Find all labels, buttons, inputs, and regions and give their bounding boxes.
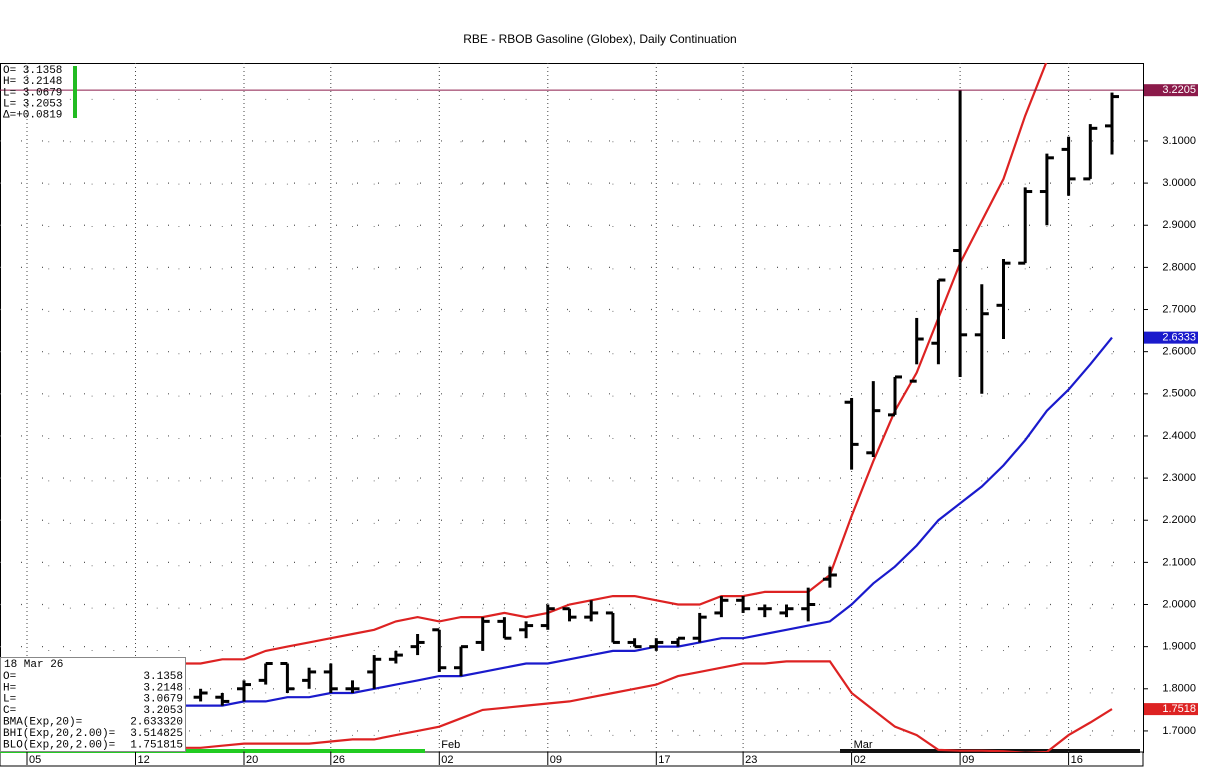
month-label: Feb — [441, 739, 460, 751]
y-tick-label: 2.2000 — [1162, 514, 1196, 526]
value-tag-label: 3.2205 — [1162, 84, 1196, 96]
top-box-line: L= 3.0679 — [3, 87, 62, 99]
grid — [0, 63, 1143, 752]
y-tick-label: 3.1000 — [1162, 135, 1196, 147]
x-tick-label: 20 — [246, 754, 258, 766]
top-box-line: Δ=+0.0819 — [3, 110, 62, 122]
value-tag-label: 2.6333 — [1162, 332, 1196, 344]
band-line — [178, 336, 1113, 707]
x-tick-label: 17 — [658, 754, 670, 766]
x-tick-label: 09 — [962, 754, 974, 766]
x-tick-label: 02 — [854, 754, 866, 766]
plot-frame — [0, 63, 1144, 753]
info-label: O= — [3, 671, 16, 683]
info-label: BHI(Exp,20,2.00)= — [3, 728, 115, 740]
y-tick-label: 2.3000 — [1162, 472, 1196, 484]
x-tick-label: 02 — [441, 754, 453, 766]
value-tag-label: 1.7518 — [1162, 703, 1196, 715]
info-label: BLO(Exp,20,2.00)= — [3, 739, 115, 751]
marks — [0, 63, 1143, 752]
top-box-line: O= 3.1358 — [3, 65, 62, 77]
y-tick-label: 2.7000 — [1162, 303, 1196, 315]
info-box — [0, 657, 186, 752]
info-value: 3.2148 — [143, 682, 183, 694]
x-tick-label: 23 — [745, 754, 757, 766]
info-value: 2.633320 — [130, 717, 183, 729]
top-box-line: L= 3.2053 — [3, 99, 62, 111]
x-tick-label: 05 — [29, 754, 41, 766]
value-tag — [1144, 84, 1198, 97]
info-value: 3.0679 — [143, 694, 183, 706]
info-value: 3.514825 — [130, 728, 183, 740]
y-tick-label: 2.8000 — [1162, 261, 1196, 273]
y-tick-label: 1.8000 — [1162, 683, 1196, 695]
info-date: 18 Mar 26 — [4, 659, 63, 671]
top-box-bar — [73, 66, 77, 118]
band-line — [178, 660, 1113, 752]
value-tag — [1144, 331, 1198, 344]
info-label: L= — [3, 694, 16, 706]
x-axis-strip — [0, 751, 1144, 767]
x-tick-label: 12 — [138, 754, 150, 766]
info-value: 1.751815 — [130, 739, 183, 751]
y-tick-label: 1.7000 — [1162, 725, 1196, 737]
x-tick-label: 16 — [1071, 754, 1083, 766]
info-value: 3.2053 — [143, 705, 183, 717]
chart-title: RBE - RBOB Gasoline (Globex), Daily Cont… — [463, 32, 736, 46]
x-tick-label: 26 — [333, 754, 345, 766]
info-label: BMA(Exp,20)= — [3, 717, 82, 729]
range-bar — [0, 749, 425, 753]
value-tag — [1144, 703, 1198, 716]
y-tick-label: 2.1000 — [1162, 556, 1196, 568]
y-tick-label: 2.6000 — [1162, 346, 1196, 358]
info-label: H= — [3, 682, 16, 694]
top-box-line: H= 3.2148 — [3, 76, 62, 88]
x-tick-label: 09 — [550, 754, 562, 766]
month-label: Mar — [854, 739, 873, 751]
y-tick-label: 2.4000 — [1162, 430, 1196, 442]
y-tick-label: 3.0000 — [1162, 177, 1196, 189]
y-tick-label: 2.0000 — [1162, 598, 1196, 610]
y-tick-label: 1.9000 — [1162, 641, 1196, 653]
y-tick-label: 2.9000 — [1162, 219, 1196, 231]
info-value: 3.1358 — [143, 671, 183, 683]
labels: 1.7000 1.8000 1.9000 2.0000 2.1000 2.2000 2.30… — [26, 84, 1198, 766]
band-line — [178, 63, 1048, 665]
y-tick-label: 2.5000 — [1162, 388, 1196, 400]
info-label: C= — [3, 705, 16, 717]
